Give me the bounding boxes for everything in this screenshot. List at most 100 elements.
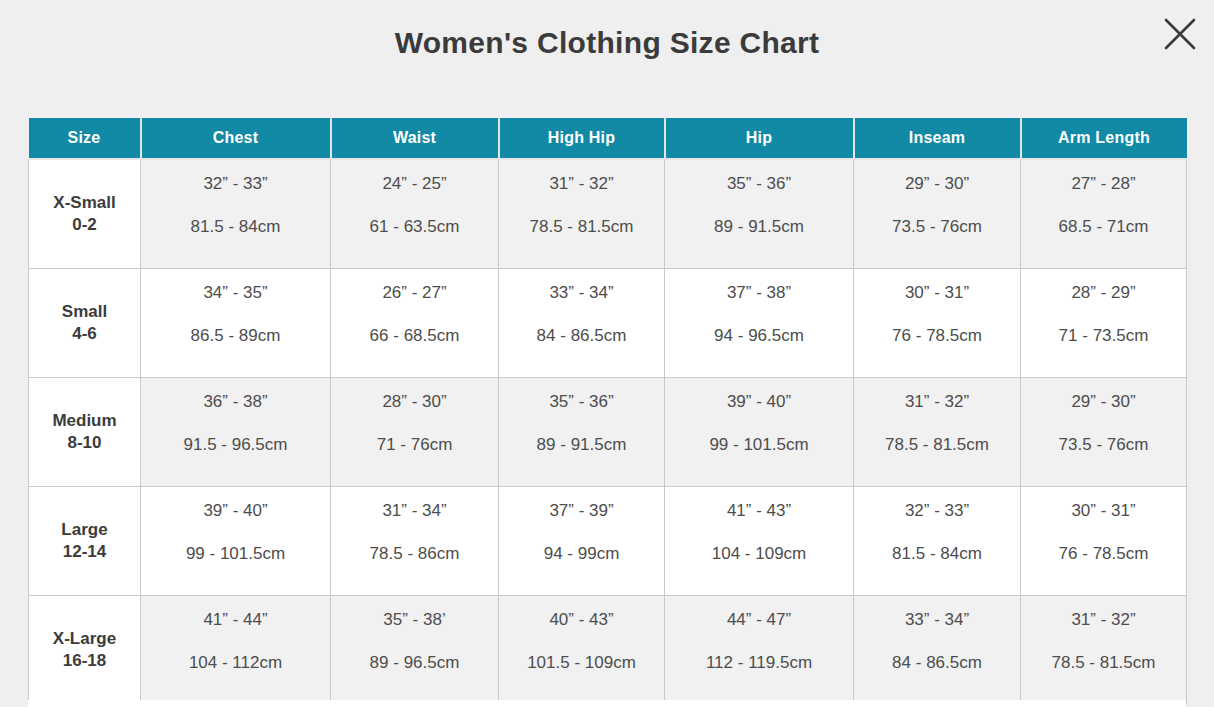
cm-value: 81.5 - 84cm [854, 544, 1020, 564]
cm-value: 78.5 - 81.5cm [499, 217, 664, 237]
inches-value: 39” - 40” [665, 392, 853, 412]
column-header-high-hip: High Hip [499, 118, 665, 159]
table-row-x-small: X-Small 0-2 32” - 33” 81.5 - 84cm 24” - … [29, 159, 1187, 269]
measurement-cell-hip: 35” - 36” 89 - 91.5cm [665, 159, 854, 269]
size-range: 4-6 [29, 323, 140, 345]
cm-value: 101.5 - 109cm [499, 653, 664, 673]
inches-value: 28” - 30” [331, 392, 498, 412]
size-range: 12-14 [29, 541, 140, 563]
column-header-hip: Hip [665, 118, 854, 159]
column-header-size: Size [29, 118, 141, 159]
size-cell: Medium 8-10 [29, 378, 141, 487]
cm-value: 78.5 - 86cm [331, 544, 498, 564]
cm-value: 84 - 86.5cm [854, 653, 1020, 673]
measurement-cell-inseam: 33” - 34” 84 - 86.5cm [854, 596, 1021, 705]
close-icon [1163, 17, 1197, 51]
cm-value: 76 - 78.5cm [854, 326, 1020, 346]
inches-value: 29” - 30” [854, 174, 1020, 194]
size-name: Large [29, 519, 140, 541]
inches-value: 35” - 36” [665, 174, 853, 194]
measurement-cell-hip: 37” - 38” 94 - 96.5cm [665, 269, 854, 378]
inches-value: 27” - 28” [1021, 174, 1186, 194]
inches-value: 36” - 38” [141, 392, 330, 412]
cm-value: 81.5 - 84cm [141, 217, 330, 237]
inches-value: 44” - 47” [665, 610, 853, 630]
measurement-cell-chest: 41” - 44” 104 - 112cm [141, 596, 331, 705]
size-cell: Large 12-14 [29, 487, 141, 596]
cm-value: 78.5 - 81.5cm [854, 435, 1020, 455]
table-row-small: Small 4-6 34” - 35” 86.5 - 89cm 26” - 27… [29, 269, 1187, 378]
inches-value: 29” - 30” [1021, 392, 1186, 412]
inches-value: 32” - 33” [854, 501, 1020, 521]
cm-value: 84 - 86.5cm [499, 326, 664, 346]
measurement-cell-waist: 31” - 34” 78.5 - 86cm [331, 487, 499, 596]
measurement-cell-chest: 34” - 35” 86.5 - 89cm [141, 269, 331, 378]
table-row-x-large: X-Large 16-18 41” - 44” 104 - 112cm 35” … [29, 596, 1187, 705]
cm-value: 89 - 91.5cm [499, 435, 664, 455]
measurement-cell-chest: 32” - 33” 81.5 - 84cm [141, 159, 331, 269]
size-range: 8-10 [29, 432, 140, 454]
cm-value: 94 - 99cm [499, 544, 664, 564]
cm-value: 68.5 - 71cm [1021, 217, 1186, 237]
cm-value: 89 - 96.5cm [331, 653, 498, 673]
inches-value: 41” - 44” [141, 610, 330, 630]
measurement-cell-high-hip: 33” - 34” 84 - 86.5cm [499, 269, 665, 378]
inches-value: 41” - 43” [665, 501, 853, 521]
measurement-cell-inseam: 30” - 31” 76 - 78.5cm [854, 269, 1021, 378]
size-name: Small [29, 301, 140, 323]
cm-value: 99 - 101.5cm [141, 544, 330, 564]
inches-value: 40” - 43” [499, 610, 664, 630]
measurement-cell-hip: 39” - 40” 99 - 101.5cm [665, 378, 854, 487]
inches-value: 34” - 35” [141, 283, 330, 303]
inches-value: 30” - 31” [854, 283, 1020, 303]
measurement-cell-waist: 24” - 25” 61 - 63.5cm [331, 159, 499, 269]
size-cell: X-Small 0-2 [29, 159, 141, 269]
cm-value: 104 - 112cm [141, 653, 330, 673]
inches-value: 24” - 25” [331, 174, 498, 194]
measurement-cell-arm-length: 30” - 31” 76 - 78.5cm [1021, 487, 1187, 596]
inches-value: 33” - 34” [854, 610, 1020, 630]
cm-value: 71 - 73.5cm [1021, 326, 1186, 346]
size-name: X-Small [29, 192, 140, 214]
cm-value: 112 - 119.5cm [665, 653, 853, 673]
measurement-cell-waist: 26” - 27” 66 - 68.5cm [331, 269, 499, 378]
measurement-cell-waist: 28” - 30” 71 - 76cm [331, 378, 499, 487]
measurement-cell-arm-length: 28” - 29” 71 - 73.5cm [1021, 269, 1187, 378]
cm-value: 104 - 109cm [665, 544, 853, 564]
inches-value: 32” - 33” [141, 174, 330, 194]
measurement-cell-arm-length: 27” - 28” 68.5 - 71cm [1021, 159, 1187, 269]
cm-value: 71 - 76cm [331, 435, 498, 455]
inches-value: 39” - 40” [141, 501, 330, 521]
size-name: Medium [29, 410, 140, 432]
measurement-cell-inseam: 29” - 30” 73.5 - 76cm [854, 159, 1021, 269]
column-header-chest: Chest [141, 118, 331, 159]
measurement-cell-waist: 35” - 38’ 89 - 96.5cm [331, 596, 499, 705]
size-cell: X-Large 16-18 [29, 596, 141, 705]
inches-value: 35” - 38’ [331, 610, 498, 630]
cm-value: 73.5 - 76cm [1021, 435, 1186, 455]
measurement-cell-hip: 44” - 47” 112 - 119.5cm [665, 596, 854, 705]
measurement-cell-high-hip: 37” - 39” 94 - 99cm [499, 487, 665, 596]
column-header-waist: Waist [331, 118, 499, 159]
column-header-arm-length: Arm Length [1021, 118, 1187, 159]
cm-value: 99 - 101.5cm [665, 435, 853, 455]
measurement-cell-chest: 39” - 40” 99 - 101.5cm [141, 487, 331, 596]
measurement-cell-inseam: 32” - 33” 81.5 - 84cm [854, 487, 1021, 596]
size-chart-table: Size Chest Waist High Hip Hip Inseam Arm… [28, 118, 1187, 705]
cm-value: 86.5 - 89cm [141, 326, 330, 346]
inches-value: 28” - 29” [1021, 283, 1186, 303]
header-row: Size Chest Waist High Hip Hip Inseam Arm… [29, 118, 1187, 159]
cm-value: 89 - 91.5cm [665, 217, 853, 237]
inches-value: 31” - 32” [499, 174, 664, 194]
inches-value: 37” - 39” [499, 501, 664, 521]
cm-value: 61 - 63.5cm [331, 217, 498, 237]
table-row-large: Large 12-14 39” - 40” 99 - 101.5cm 31” -… [29, 487, 1187, 596]
inches-value: 33” - 34” [499, 283, 664, 303]
inches-value: 35” - 36” [499, 392, 664, 412]
size-name: X-Large [29, 628, 140, 650]
column-header-inseam: Inseam [854, 118, 1021, 159]
table-row-medium: Medium 8-10 36” - 38” 91.5 - 96.5cm 28” … [29, 378, 1187, 487]
close-button[interactable] [1160, 14, 1200, 54]
size-range: 0-2 [29, 214, 140, 236]
page-title: Women's Clothing Size Chart [0, 26, 1214, 60]
